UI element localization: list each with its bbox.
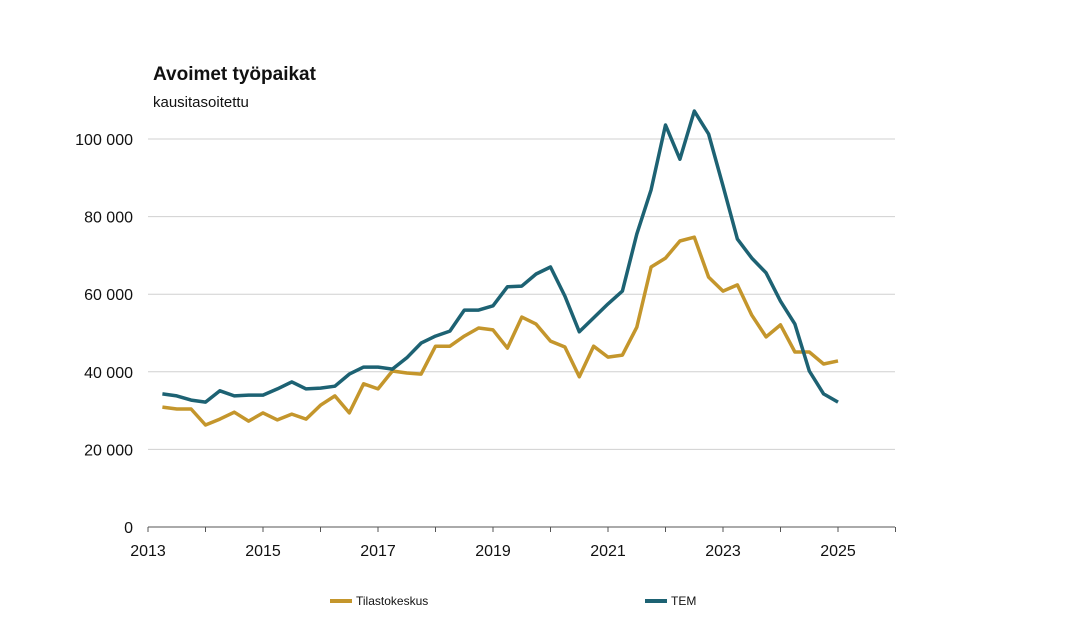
- y-tick-label: 100 000: [75, 132, 133, 149]
- y-tick-label: 60 000: [84, 287, 133, 304]
- y-tick-label: 20 000: [84, 442, 133, 459]
- legend-swatch-tilastokeskus: [330, 599, 352, 603]
- legend-item-tem: TEM: [645, 594, 696, 608]
- y-tick-label: 80 000: [84, 210, 133, 227]
- series-line-tilastokeskus: [162, 235, 839, 427]
- x-tick-label: 2021: [590, 543, 626, 560]
- x-tick-label: 2013: [130, 543, 166, 560]
- x-tick-label: 2015: [245, 543, 281, 560]
- legend-label-tilastokeskus: Tilastokeskus: [356, 594, 429, 608]
- y-tick-label: 40 000: [84, 365, 133, 382]
- y-tick-label: 0: [124, 520, 133, 537]
- legend-swatch-tem: [645, 599, 667, 603]
- x-tick-label: 2023: [705, 543, 741, 560]
- x-tick-label: 2019: [475, 543, 511, 560]
- legend-label-tem: TEM: [671, 594, 697, 608]
- chart-title: Avoimet työpaikat: [153, 64, 316, 85]
- legend-item-tilastokeskus: Tilastokeskus: [330, 594, 428, 608]
- x-tick-label: 2017: [360, 543, 396, 560]
- x-tick-label: 2025: [820, 543, 856, 560]
- chart-subtitle: kausitasoitettu: [153, 94, 249, 111]
- series-line-tem: [162, 109, 839, 404]
